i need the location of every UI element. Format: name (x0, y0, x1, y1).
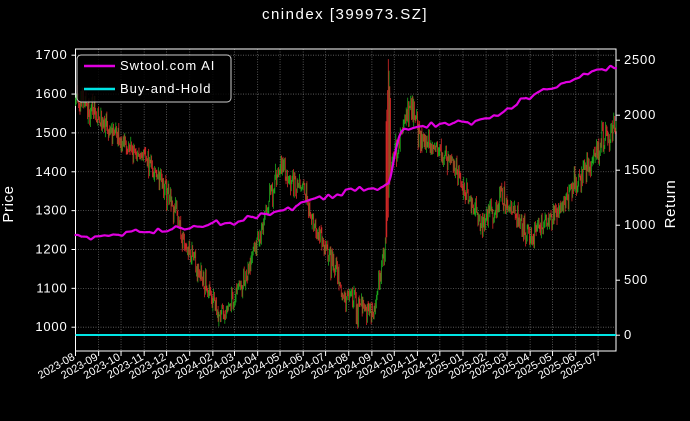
svg-text:1300: 1300 (35, 203, 67, 218)
svg-text:Return: Return (662, 180, 679, 229)
svg-text:Price: Price (0, 185, 17, 222)
svg-text:1500: 1500 (624, 162, 656, 177)
svg-text:2000: 2000 (624, 107, 656, 122)
svg-text:Buy-and-Hold: Buy-and-Hold (120, 81, 212, 96)
svg-text:1000: 1000 (624, 217, 656, 232)
svg-text:500: 500 (624, 272, 648, 287)
svg-text:0: 0 (624, 327, 632, 342)
svg-text:1500: 1500 (35, 125, 67, 140)
svg-text:1100: 1100 (36, 280, 67, 295)
svg-text:cnindex [399973.SZ]: cnindex [399973.SZ] (262, 6, 428, 23)
svg-text:2500: 2500 (624, 52, 656, 67)
svg-text:1600: 1600 (35, 86, 67, 101)
svg-text:1400: 1400 (35, 164, 67, 179)
svg-text:1700: 1700 (35, 47, 67, 62)
svg-text:1200: 1200 (35, 241, 67, 256)
svg-text:1000: 1000 (35, 319, 67, 334)
svg-text:Swtool.com AI: Swtool.com AI (120, 58, 215, 73)
